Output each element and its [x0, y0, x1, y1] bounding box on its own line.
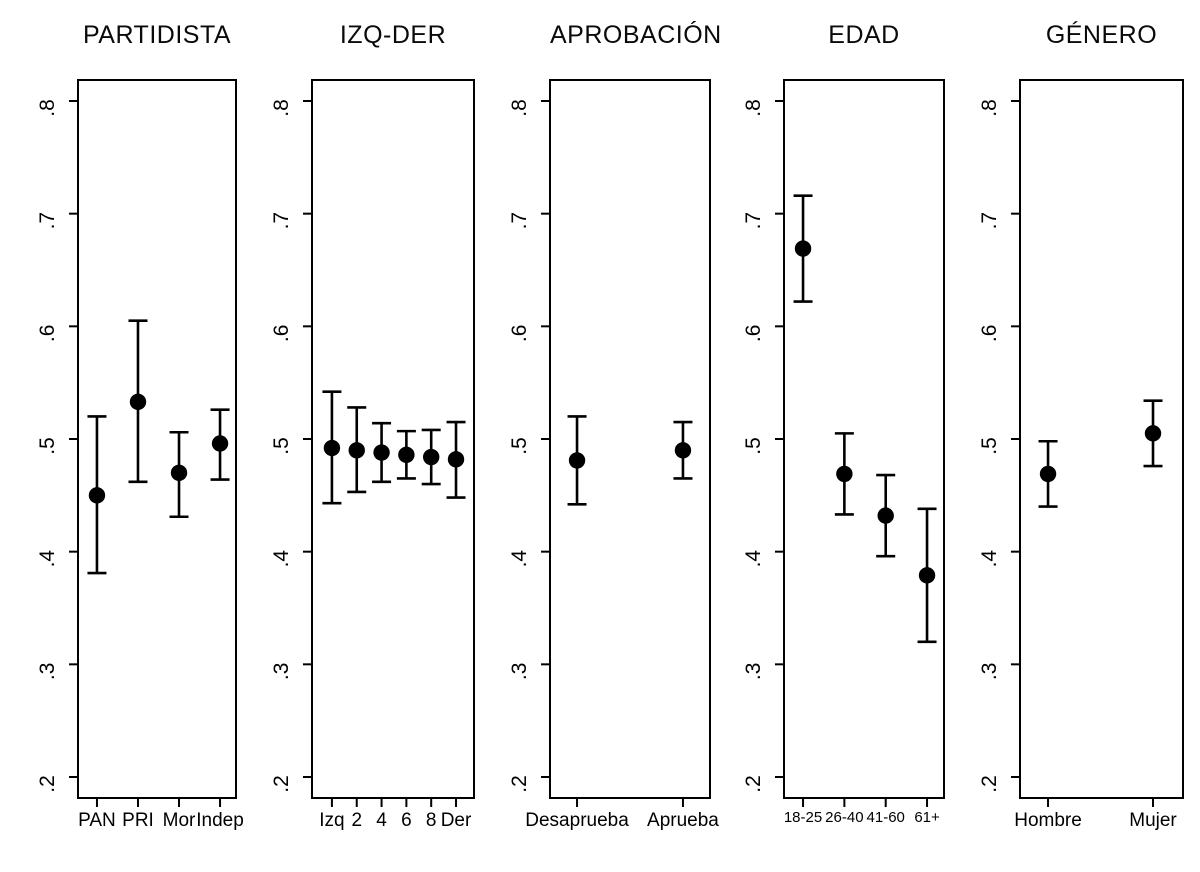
x-tick-label: Aprueba [647, 810, 719, 831]
y-tick-label: .6 [508, 325, 531, 343]
y-tick-label: .2 [508, 775, 531, 793]
y-tick-label: .6 [978, 325, 1001, 343]
y-tick-label: .5 [36, 437, 59, 455]
point-estimate [1039, 465, 1057, 483]
x-tick-label: Desaprueba [525, 810, 629, 831]
x-tick-label: Der [441, 810, 472, 831]
x-tick-label: 18-25 [784, 809, 822, 826]
y-tick-label: .6 [270, 325, 293, 343]
y-tick-label: .2 [742, 775, 765, 793]
x-tick-label: Hombre [1014, 810, 1082, 831]
y-tick-label: .3 [742, 663, 765, 681]
y-tick-label: .8 [742, 99, 765, 117]
y-tick-label: .8 [270, 99, 293, 117]
point-estimate [877, 507, 894, 524]
y-tick-label: .8 [978, 99, 1001, 117]
x-tick-label: 8 [426, 810, 437, 831]
x-tick-label: Mor [163, 810, 196, 831]
plot-box [783, 79, 945, 799]
y-tick-label: .7 [270, 212, 293, 230]
point-estimate [794, 240, 812, 257]
y-tick-label: .7 [978, 212, 1001, 230]
y-tick-label: .3 [36, 663, 59, 681]
point-estimate [422, 448, 440, 466]
y-tick-label: .7 [508, 212, 531, 230]
plot-box [77, 79, 237, 799]
point-estimate [918, 567, 936, 584]
y-tick-label: .4 [508, 550, 531, 568]
x-tick-label: 4 [376, 810, 387, 831]
y-tick-label: .7 [742, 212, 765, 230]
panel-title-edad: EDAD [828, 21, 900, 49]
y-tick-label: .6 [36, 325, 59, 343]
y-tick-label: .8 [36, 99, 59, 117]
x-tick-label: Izq [319, 810, 344, 831]
panel-title-aprobacion: APROBACIÓN [550, 21, 722, 49]
point-estimate [129, 393, 147, 411]
y-tick-label: .5 [270, 437, 293, 455]
y-tick-label: .3 [508, 663, 531, 681]
point-estimate [836, 465, 853, 483]
y-tick-label: .4 [36, 550, 59, 568]
y-tick-label: .5 [508, 437, 531, 455]
x-tick-label: Mujer [1129, 810, 1177, 831]
x-tick-label: PAN [78, 810, 116, 831]
y-tick-label: .4 [742, 550, 765, 568]
x-tick-label: Indep [196, 810, 244, 831]
y-tick-label: .6 [742, 325, 765, 343]
x-tick-label: 61+ [914, 809, 940, 826]
point-estimate [211, 435, 229, 452]
panel-title-partidista: PARTIDISTA [82, 21, 232, 49]
x-tick-label: 6 [401, 810, 412, 831]
point-estimate [447, 451, 465, 468]
y-tick-label: .7 [36, 212, 59, 230]
point-estimate [170, 464, 188, 481]
y-tick-label: .2 [36, 775, 59, 793]
panel-title-izq-der: IZQ-DER [339, 21, 447, 49]
point-estimate [348, 442, 365, 459]
y-tick-label: .4 [978, 550, 1001, 568]
plot-box [311, 79, 475, 799]
point-estimate [398, 446, 415, 463]
y-tick-label: .4 [270, 550, 293, 568]
point-estimate [373, 444, 390, 461]
y-tick-label: .5 [742, 437, 765, 455]
y-tick-label: .3 [978, 663, 1001, 681]
x-tick-label: PRI [122, 810, 154, 831]
panel-title-genero: GÉNERO [1045, 21, 1158, 49]
point-estimate [568, 452, 586, 469]
y-tick-label: .2 [978, 775, 1001, 793]
y-tick-label: .2 [270, 775, 293, 793]
point-estimate [88, 487, 106, 504]
plot-box [549, 79, 711, 799]
y-tick-label: .3 [270, 663, 293, 681]
point-estimate [1144, 425, 1162, 442]
y-tick-label: .5 [978, 437, 1001, 455]
point-estimate [674, 442, 692, 459]
x-tick-label: 26-40 [825, 809, 863, 826]
y-tick-label: .8 [508, 99, 531, 117]
x-tick-label: 41-60 [867, 809, 905, 826]
point-estimate [323, 439, 341, 457]
x-tick-label: 2 [351, 810, 362, 831]
